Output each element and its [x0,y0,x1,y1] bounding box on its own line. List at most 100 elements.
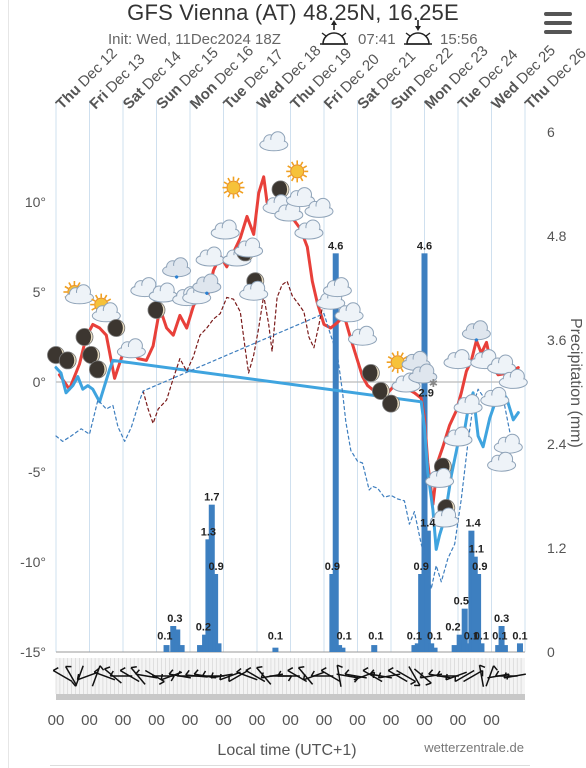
rain-cloud-icon [461,320,491,342]
precip-value-label: 0.1 [492,630,507,642]
x-tick-label: 00 [249,712,266,729]
moon-lit [69,352,76,369]
precip-bar [495,645,502,652]
sun-ray [287,174,292,178]
moon-rim [82,346,101,364]
wind-barb-flag [104,666,111,670]
wind-barb [77,671,99,681]
cloud-part [260,139,287,150]
wind-barb-flag [277,670,282,677]
moon-dark [107,319,125,337]
sunrise-icon [320,20,348,45]
precip-bar [516,643,523,652]
day-weekday: Sat [354,84,383,113]
wind-barb [463,669,483,683]
wind-barb [52,669,73,683]
precip-value-label: 0.3 [494,613,509,625]
sun-disc [290,164,305,179]
sun-ray [391,367,395,373]
wind-barb-flag [336,664,343,668]
temperature-line [57,175,520,506]
init-text: Init: Wed, 11Dec2024 18Z [108,31,281,48]
wind-barb-flag [494,670,500,677]
sun-ray [239,181,244,185]
x-tick-label: 00 [383,712,400,729]
cloud-part [295,228,322,238]
y-right-tick-label: 1.2 [547,540,567,556]
precip-bar [208,504,215,652]
x-tick-label: 00 [215,712,232,729]
day-date: Dec 15 [176,44,222,90]
moon-dark [148,301,165,319]
cloud-part [212,228,239,238]
cloud-part [336,310,363,321]
cloud-part [197,255,224,265]
x-tick-label: 00 [182,712,199,729]
dashed-temperature-line [142,280,325,424]
moon-dark [372,382,390,400]
moon-rim [371,382,390,400]
sun-icon [222,176,245,199]
moon-rim [382,394,400,413]
cloud-part [488,460,515,471]
moon-lit [282,181,289,198]
sun-ray [300,177,304,182]
left-border [8,0,9,768]
cloud-part [183,292,210,303]
precip-bar [456,634,463,652]
precip-value-label: 0.9 [325,561,340,573]
cloud-icon [91,302,121,323]
wind-barb-flag [428,669,434,675]
credit-text[interactable]: wetterzentrale.de [423,740,524,755]
cloud-icon [239,280,269,301]
precip-bar [498,626,505,652]
sunset-time: 15:56 [440,31,478,48]
sun-ray [291,177,295,182]
wind-barb-flag [503,672,507,679]
x-tick-label: 00 [282,712,299,729]
day-weekday: Tue [455,83,485,113]
x-tick-labels: 00 00 00 00 00 00 00 00 00 00 00 00 00 00 [48,712,500,729]
wind-barb [135,673,158,679]
y-right-tick-label: 2.4 [547,436,567,452]
wind-barb [344,673,367,679]
precip-bar [178,645,185,652]
wind-barb-flag [210,672,214,679]
cloud-part [426,476,453,487]
wind-barb-flag [193,669,199,675]
wind-barb-flag [245,667,252,672]
wind-barb-flag [201,670,207,677]
precip-value-label: 0.1 [512,630,527,642]
moon-lit [86,328,93,346]
cloud-part [431,516,458,526]
moon-icon [361,364,380,382]
sun-ray [391,352,395,357]
sun-ray [91,307,96,311]
precip-value-label: 0.1 [368,630,383,642]
wind-barb-flag [119,667,126,672]
moon-rim [58,351,77,370]
wind-barb [256,667,272,685]
wind-barb [336,665,342,687]
y-left-tick-label: 10° [25,194,46,210]
sun-ray [223,181,228,185]
precip-value-label: 0.1 [427,630,442,642]
hamburger-menu-icon[interactable] [544,12,572,34]
precip-bar [475,574,482,652]
precip-bar [418,574,425,652]
precip-bar [478,643,485,652]
sun-icon [386,351,409,374]
cloud-icon [480,386,510,407]
wind-barb-flag [310,670,315,677]
x-tick-label: 00 [81,712,98,729]
cloud-part [306,206,332,217]
precip-bar [163,645,170,652]
precip-bar [329,574,336,652]
sun-ray [239,190,244,194]
wind-barb-flag [170,675,175,682]
wind-barb-flag [410,680,416,685]
sun-ray [387,356,393,360]
wind-barb-flag [287,675,293,682]
cloud-icon [453,394,483,415]
